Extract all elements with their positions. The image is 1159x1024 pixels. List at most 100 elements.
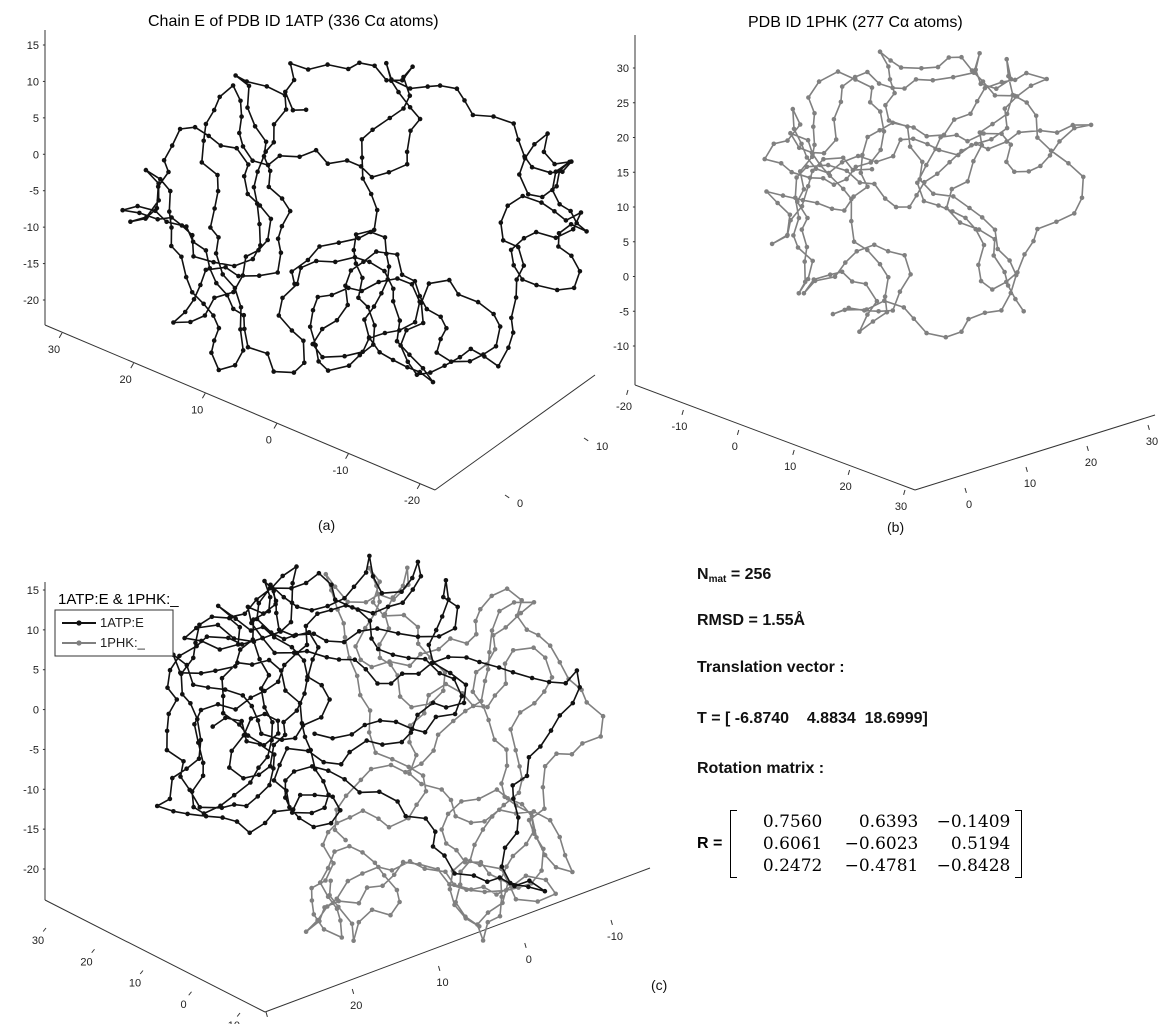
panel-c-1phk-atom (514, 613, 520, 619)
panel-a-atom (468, 346, 474, 352)
panel-c-1atp-atom (312, 731, 317, 737)
panel-a-atom (120, 207, 125, 213)
panel-a-atom (520, 277, 525, 282)
panel-c-1atp-atom (393, 719, 399, 725)
panel-c-1atp-atom (296, 815, 302, 821)
panel-c-1atp-atom (251, 617, 256, 622)
panel-a-atom (462, 98, 467, 103)
panel-c-1atp-atom (233, 664, 238, 669)
panel-c-1phk-atom (343, 837, 348, 843)
rotation-label: R = (697, 835, 723, 852)
panel-c-1phk-atom (501, 802, 507, 808)
panel-a-atom (325, 62, 330, 67)
panel-a-atom (182, 309, 188, 315)
panel-c-1atp-atom (410, 587, 416, 592)
panel-b-atom (769, 241, 775, 247)
panel-b-label: (b) (887, 519, 904, 535)
panel-a-atom (497, 324, 503, 329)
panel-b-z-tick-label: -10 (613, 341, 629, 353)
panel-b-atom (1016, 130, 1022, 135)
panel-c-1phk-atom (336, 904, 341, 910)
panel-b-atom (897, 289, 903, 295)
panel-a-atom (320, 354, 325, 360)
panel-b-atom (1081, 174, 1086, 180)
panel-c-1phk-atom (523, 841, 529, 847)
panel-c-1atp-atom (514, 830, 520, 835)
panel-a-x-tick-label: -10 (332, 465, 348, 477)
panel-c-1phk-atom (516, 885, 521, 890)
panel-c-1atp-atom (294, 708, 300, 713)
panel-b-atom (1013, 296, 1018, 302)
panel-c-1atp-atom (452, 626, 458, 631)
panel-b-atom (812, 142, 817, 148)
panel-b-atom (990, 287, 995, 292)
panel-b-atom (796, 291, 802, 296)
panel-a-atom (245, 344, 251, 350)
panel-b-atom (838, 99, 844, 105)
panel-c-1atp-atom (191, 804, 196, 810)
panel-c-1phk-atom (463, 914, 468, 919)
panel-b-atom (967, 205, 972, 211)
panel-a-atom (359, 288, 365, 294)
panel-a-atom (511, 121, 516, 126)
panel-b-atom (800, 197, 806, 203)
panel-a-atom (384, 251, 389, 257)
panel-a-atom (190, 239, 196, 245)
panel-c-1atp-atom (185, 811, 190, 817)
panel-c-1atp-atom (213, 668, 218, 674)
panel-c-1phk-atom (534, 835, 539, 840)
panel-c-label: (c) (651, 977, 667, 993)
panel-a-atom (500, 238, 506, 243)
matrix-cell: −0.8428 (936, 856, 1011, 876)
panel-a-atom (428, 370, 433, 375)
panel-a-atom (239, 114, 244, 119)
panel-c-x-tick-mark (139, 970, 144, 975)
panel-c-1phk-atom (513, 747, 518, 753)
panel-b-atom (795, 199, 800, 205)
panel-c-1phk-atom (342, 634, 348, 640)
panel-b-atom (862, 308, 867, 313)
panel-a-atom (508, 247, 514, 253)
panel-b-atom (778, 161, 784, 166)
panel-c-1atp-atom (241, 732, 247, 738)
panel-c-1phk-atom (492, 737, 497, 743)
panel-c-1atp-atom (377, 789, 382, 795)
panel-c-1atp-atom (194, 643, 199, 649)
panel-b-atom (874, 298, 880, 304)
panel-c-1phk-atom (504, 864, 509, 869)
panel-b-atom (1026, 169, 1032, 174)
panel-b-atom (872, 181, 877, 187)
panel-b-atom (865, 184, 870, 190)
panel-c-1atp-atom (380, 742, 385, 747)
panel-c-1phk-atom (554, 751, 559, 756)
panel-b-atom (797, 169, 803, 174)
panel-a-atom (258, 243, 263, 248)
panel-b-atom (992, 93, 998, 98)
panel-c-1phk-atom (376, 816, 381, 821)
panel-c-1phk-atom (343, 793, 349, 799)
panel-a-chain-1atp (120, 60, 589, 385)
panel-c-1phk-atom (516, 790, 522, 796)
panel-c-1atp-atom (281, 636, 287, 642)
panel-c-1atp-atom (257, 656, 262, 662)
panel-b-atom (911, 316, 917, 322)
panel-a-atom (417, 116, 423, 122)
panel-a-atom (511, 263, 516, 268)
panel-c-1atp-atom (375, 681, 380, 686)
panel-c-1phk-atom (485, 667, 491, 672)
panel-a-atom (250, 158, 255, 163)
panel-c-1phk-atom (540, 785, 546, 790)
panel-a-atom (456, 292, 461, 297)
panel-c-1atp-atom (355, 607, 361, 612)
panel-b-atom (917, 177, 922, 182)
panel-c-z-tick-label: 5 (33, 665, 39, 677)
panel-c-1atp-atom (289, 644, 295, 650)
panel-b-atom (872, 242, 877, 248)
panel-c-1phk-atom (539, 868, 544, 873)
panel-c-1phk-atom (492, 693, 498, 698)
panel-c-1phk-atom (414, 752, 419, 758)
panel-a-atom (405, 359, 411, 365)
panel-c-1atp-atom (235, 660, 240, 665)
panel-c-1atp-atom (429, 660, 435, 666)
panel-a-atom (279, 196, 285, 201)
